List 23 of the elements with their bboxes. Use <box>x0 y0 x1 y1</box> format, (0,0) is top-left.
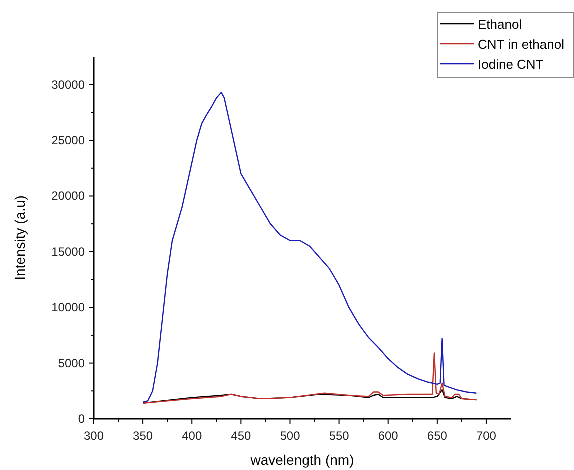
x-tick-label: 450 <box>231 429 252 443</box>
x-tick-label: 400 <box>182 429 202 443</box>
y-tick-label: 25000 <box>52 134 86 148</box>
y-tick-label: 10000 <box>52 300 86 315</box>
x-axis-title: wavelength (nm) <box>250 452 354 468</box>
line-series <box>142 352 478 404</box>
x-tick-label: 300 <box>84 429 104 443</box>
x-tick-label: 550 <box>329 429 350 443</box>
x-tick-label: 600 <box>378 429 399 443</box>
y-tick-label: 30000 <box>52 78 86 92</box>
x-tick-label: 650 <box>427 429 448 443</box>
line-series <box>142 92 478 403</box>
legend-label: Ethanol <box>478 17 522 32</box>
y-tick-label: 5000 <box>58 356 86 370</box>
x-tick-label: 500 <box>280 429 301 443</box>
legend-label: Iodine CNT <box>478 57 544 72</box>
x-tick-label: 700 <box>476 429 497 443</box>
y-tick-label: 0 <box>78 412 86 426</box>
y-tick-label: 20000 <box>52 189 86 204</box>
y-axis-title: Intensity (a.u) <box>12 196 28 280</box>
x-tick-label: 350 <box>133 429 154 443</box>
legend-label: CNT in ethanol <box>478 37 565 52</box>
y-tick-label: 15000 <box>52 244 86 259</box>
